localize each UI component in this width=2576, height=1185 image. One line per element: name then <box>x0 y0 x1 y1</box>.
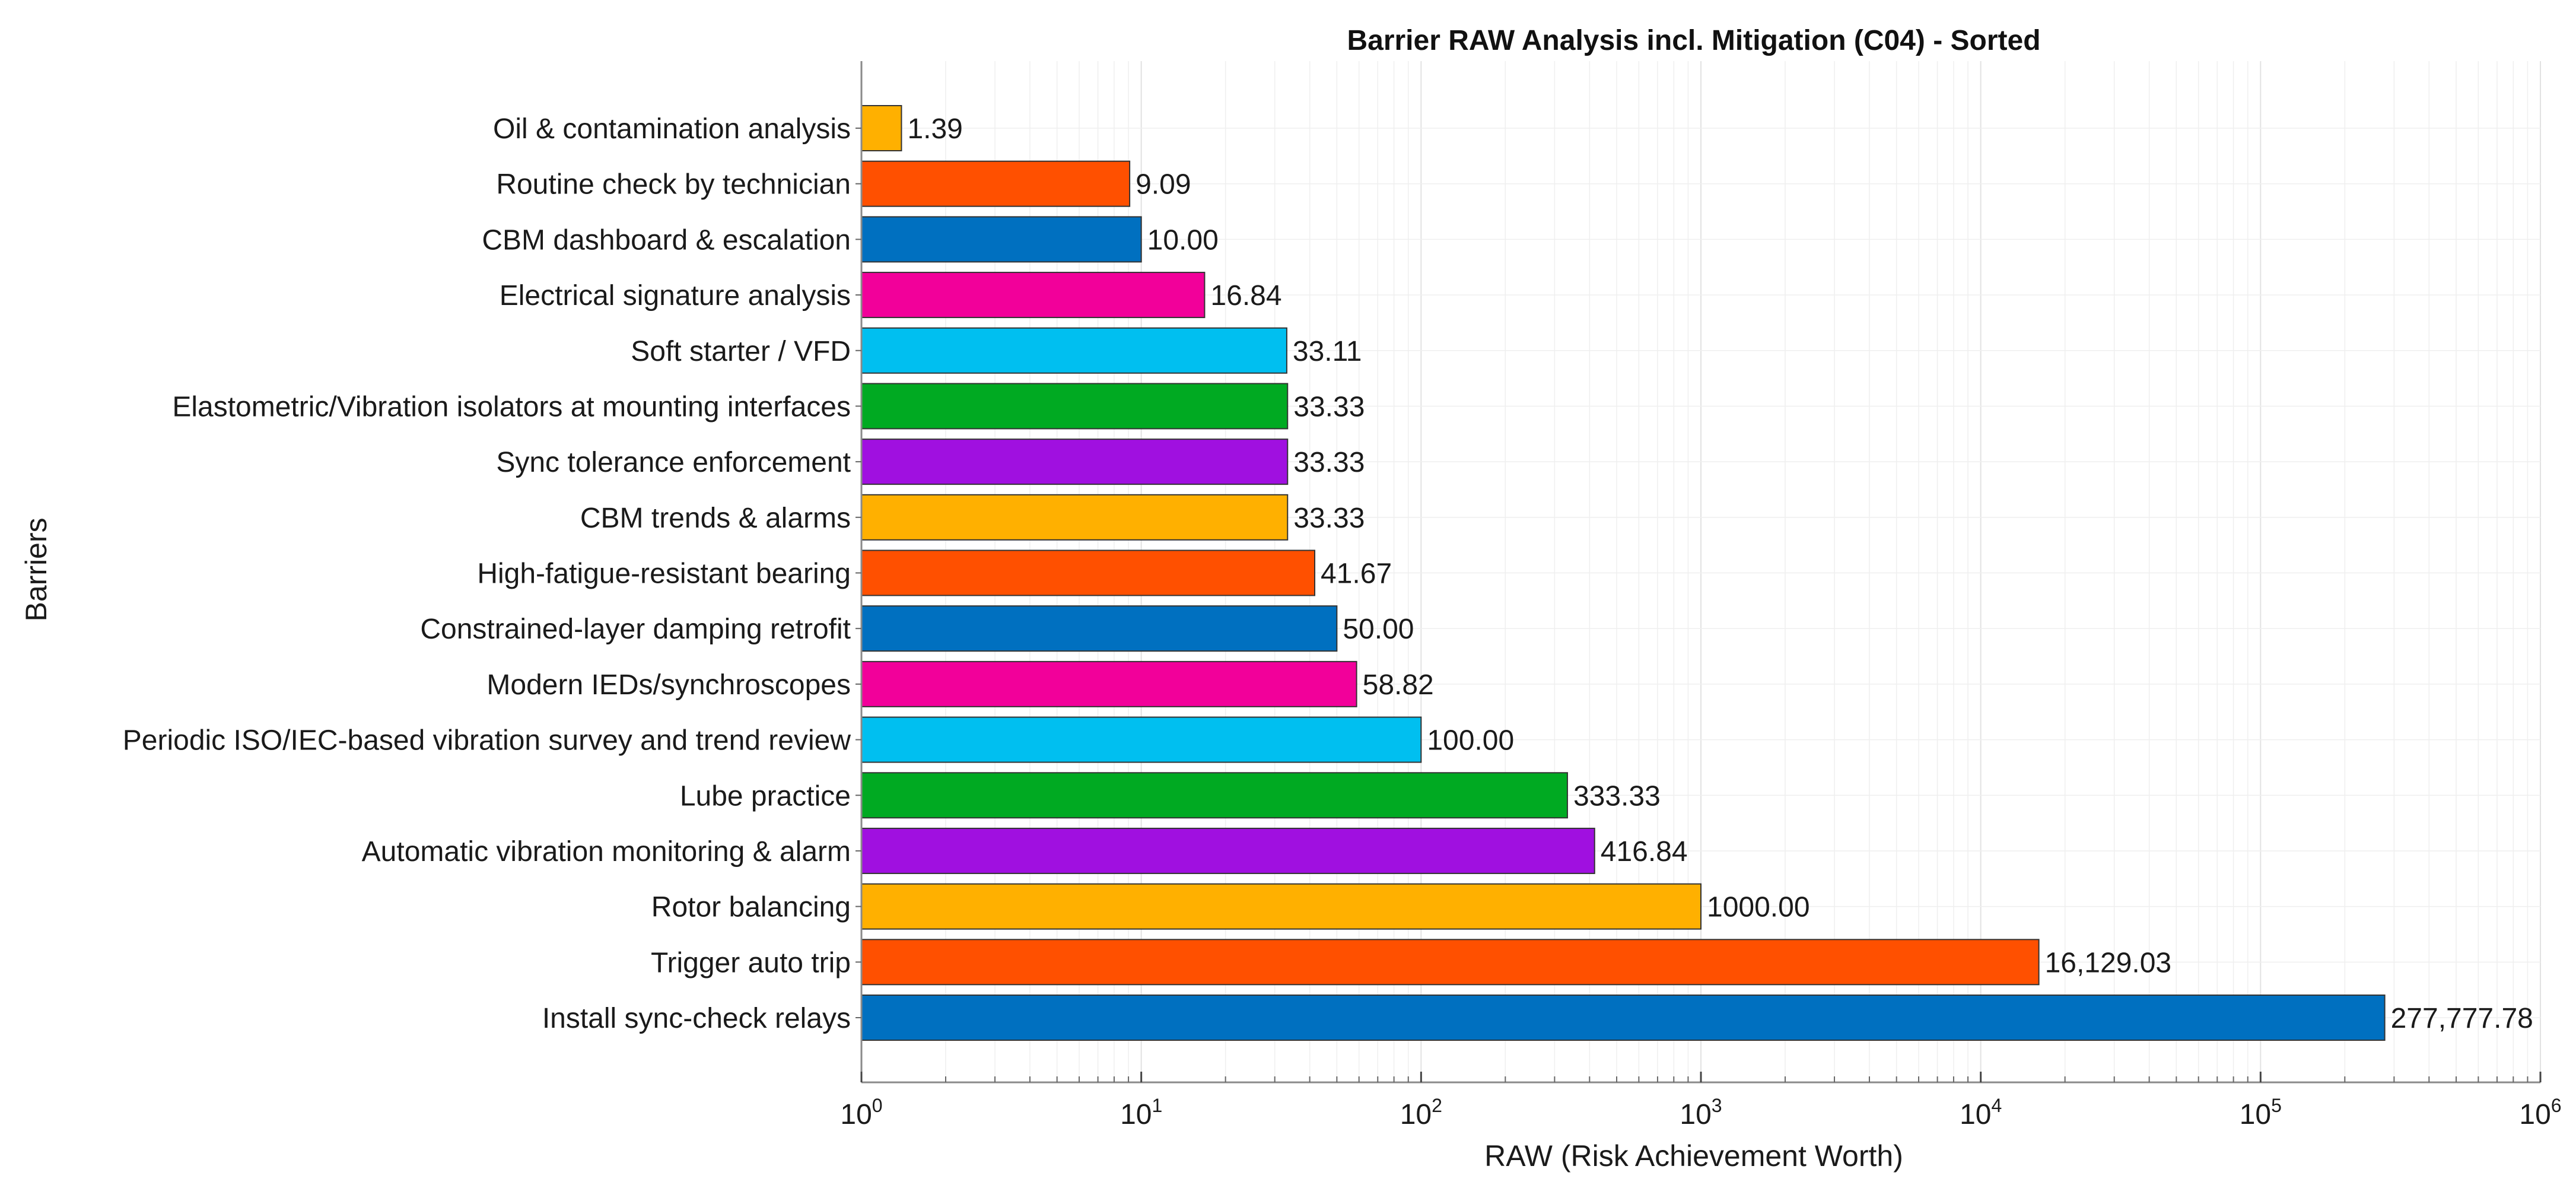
x-tick-label: 106 <box>2519 1095 2561 1130</box>
value-label: 100.00 <box>1427 725 1514 757</box>
value-label: 16.84 <box>1210 280 1281 312</box>
axes <box>856 61 2542 1084</box>
bar <box>861 716 1422 763</box>
value-label: 33.33 <box>1293 447 1365 478</box>
bar <box>861 660 1357 707</box>
x-tick-label: 101 <box>1120 1095 1162 1130</box>
value-label: 9.09 <box>1136 169 1191 201</box>
bar <box>861 827 1595 874</box>
value-label: 277,777.78 <box>2391 1003 2533 1034</box>
category-label: Automatic vibration monitoring & alarm <box>362 836 851 868</box>
bar <box>861 605 1338 652</box>
category-label: Elastometric/Vibration isolators at moun… <box>172 391 851 422</box>
category-label: Periodic ISO/IEC-based vibration survey … <box>123 725 851 757</box>
category-label: Modern IEDs/synchroscopes <box>486 669 851 701</box>
category-label: High-fatigue-resistant bearing <box>477 558 851 590</box>
bar <box>861 327 1287 374</box>
chart-title: Barrier RAW Analysis incl. Mitigation (C… <box>1347 25 2040 56</box>
value-label: 33.11 <box>1293 336 1362 367</box>
x-tick-label: 104 <box>1960 1095 2002 1130</box>
value-label: 1000.00 <box>1707 892 1810 923</box>
bar <box>861 494 1289 541</box>
bar <box>861 995 2386 1041</box>
bars <box>861 105 2386 1041</box>
x-tick-label: 100 <box>840 1095 882 1130</box>
x-tick-label: 103 <box>1680 1095 1722 1130</box>
bar <box>861 272 1206 319</box>
value-label: 10.00 <box>1147 224 1219 256</box>
bar <box>861 772 1568 819</box>
bar <box>861 105 902 151</box>
category-label: Routine check by technician <box>496 169 851 201</box>
bar <box>861 883 1702 930</box>
category-label: CBM dashboard & escalation <box>482 224 851 256</box>
category-label: Oil & contamination analysis <box>493 113 851 145</box>
value-label: 16,129.03 <box>2045 947 2172 979</box>
value-label: 1.39 <box>907 113 962 145</box>
category-label: Install sync-check relays <box>542 1003 851 1034</box>
labels: Oil & contamination analysis 1.39 Routine … <box>123 113 2562 1130</box>
bar <box>861 160 1131 207</box>
value-label: 333.33 <box>1573 780 1661 812</box>
category-label: CBM trends & alarms <box>580 503 851 534</box>
bar <box>861 439 1289 485</box>
value-label: 50.00 <box>1343 614 1414 645</box>
value-label: 58.82 <box>1363 669 1434 701</box>
x-tick-label: 105 <box>2240 1095 2282 1130</box>
category-label: Rotor balancing <box>651 892 851 923</box>
category-label: Sync tolerance enforcement <box>496 447 851 478</box>
bar <box>861 383 1289 430</box>
bar <box>861 549 1316 596</box>
x-tick-label: 102 <box>1400 1095 1442 1130</box>
value-label: 416.84 <box>1601 836 1688 868</box>
x-axis-label: RAW (Risk Achievement Worth) <box>1484 1139 1903 1173</box>
category-label: Soft starter / VFD <box>631 336 851 367</box>
value-label: 41.67 <box>1321 558 1392 590</box>
y-axis-label: Barriers <box>20 517 53 621</box>
value-label: 33.33 <box>1293 391 1365 422</box>
category-label: Lube practice <box>680 780 851 812</box>
category-label: Constrained-layer damping retrofit <box>420 614 851 645</box>
bar <box>861 216 1142 263</box>
bar <box>861 939 2040 986</box>
category-label: Electrical signature analysis <box>500 280 851 312</box>
category-label: Trigger auto trip <box>651 947 851 979</box>
value-label: 33.33 <box>1293 503 1365 534</box>
